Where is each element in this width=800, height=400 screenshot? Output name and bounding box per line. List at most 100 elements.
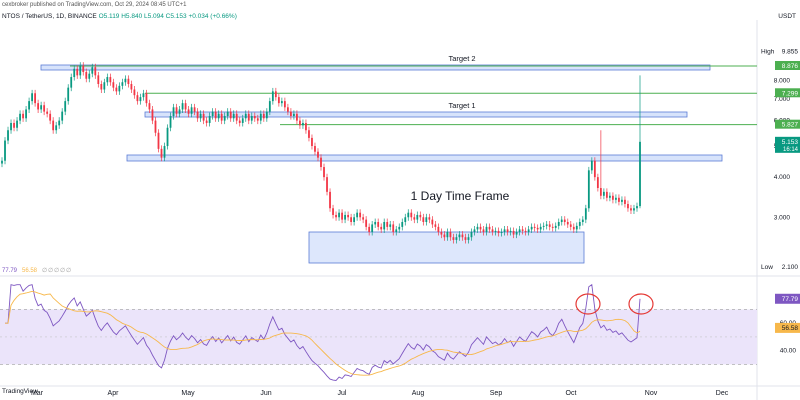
high-value: 9.855 <box>782 48 799 55</box>
candle-body <box>605 191 608 198</box>
candle-body <box>190 107 193 114</box>
candle-body <box>347 214 349 218</box>
tradingview-logo[interactable]: TradingView <box>2 388 38 395</box>
target-2-zone <box>40 64 711 71</box>
rsi-header-ma: 56.58 <box>22 268 38 274</box>
candle-body <box>305 122 307 131</box>
candle-body <box>527 229 530 232</box>
candle-body <box>16 120 18 128</box>
candle-body <box>22 113 24 119</box>
price-tag <box>775 119 800 129</box>
candle-body <box>154 120 157 133</box>
symbol-info: NTOS / TetherUS, 1D, BINANCE O5.119 H5.8… <box>2 13 237 20</box>
ohlc-values: O5.119 H5.840 L5.094 C5.153 +0.034 (+0.6… <box>98 13 237 20</box>
candle-body <box>443 234 446 238</box>
candle-body <box>160 148 163 158</box>
price-tag-value: 5.153 <box>782 139 799 146</box>
candle-body <box>326 177 328 192</box>
candle-body <box>500 231 503 233</box>
candle-body <box>214 111 217 119</box>
candle-body <box>55 125 58 131</box>
publisher-note: cexbroker published on TradingView.com, … <box>2 2 187 8</box>
candle-body <box>392 224 395 232</box>
candle-body <box>341 212 343 220</box>
candle-body <box>145 93 148 104</box>
time-tick-label: Nov <box>645 390 658 397</box>
candle-body <box>524 230 527 232</box>
candle-body <box>461 234 464 238</box>
candle-body <box>530 226 533 230</box>
candle-body <box>314 146 316 152</box>
candle-body <box>578 221 581 226</box>
candle-body <box>244 113 247 119</box>
candle-body <box>187 109 190 114</box>
candle-body <box>163 146 166 158</box>
candle-body <box>602 191 605 196</box>
candle-body <box>569 224 572 227</box>
candle-body <box>521 229 524 231</box>
candle-body <box>494 230 497 232</box>
candle-body <box>515 231 518 235</box>
candle-body <box>329 191 331 209</box>
candle-body <box>184 103 187 110</box>
candle-body <box>479 226 482 230</box>
symbol-name[interactable]: NTOS / TetherUS, 1D, BINANCE <box>2 13 97 20</box>
candle-body <box>13 122 15 128</box>
price-tick-label: 4.000 <box>774 174 791 181</box>
candle-body <box>398 226 401 230</box>
high-label: High <box>761 48 775 55</box>
candle-body <box>274 91 277 98</box>
candle-body <box>139 97 142 102</box>
candle-body <box>61 111 64 121</box>
candle-body <box>58 120 61 126</box>
candle-body <box>19 113 21 121</box>
price-tag <box>775 61 800 70</box>
candle-body <box>464 237 467 240</box>
price-tag <box>775 136 800 153</box>
candle-body <box>280 101 283 104</box>
candle-body <box>407 212 410 218</box>
candle-body <box>229 111 232 119</box>
candle-body <box>283 101 286 108</box>
candle-body <box>560 219 563 222</box>
candle-body <box>97 75 100 85</box>
candle-body <box>172 107 175 117</box>
candle-body <box>422 217 425 222</box>
candle-body <box>485 226 488 232</box>
candle-body <box>633 208 635 211</box>
candle-body <box>599 188 602 196</box>
candle-body <box>91 67 94 74</box>
candle-body <box>446 231 449 238</box>
candle-body <box>458 234 461 238</box>
time-tick-label: Jul <box>338 390 347 397</box>
candle-body <box>542 225 545 227</box>
target-2-label: Target 2 <box>448 54 475 63</box>
candle-body <box>572 226 575 230</box>
candle-body <box>265 111 268 119</box>
candle-body <box>566 221 569 225</box>
price-tag-countdown: 16:14 <box>783 147 799 153</box>
candle-body <box>115 87 118 92</box>
candle-body <box>338 212 340 218</box>
candle-body <box>365 219 368 227</box>
rsi-ma-tag-text: 56.58 <box>782 325 799 332</box>
candle-body <box>389 224 392 227</box>
candle-body <box>241 118 244 123</box>
candle-body <box>467 237 470 240</box>
candle-body <box>368 226 371 232</box>
candle-body <box>10 122 12 131</box>
price-tick-label: 8.000 <box>774 77 791 84</box>
candle-body <box>359 212 362 218</box>
timeframe-annotation: 1 Day Time Frame <box>411 189 510 203</box>
price-tick-label: 3.000 <box>774 214 791 221</box>
candle-body <box>286 107 289 112</box>
low-label: Low <box>761 264 773 271</box>
candle-body <box>380 226 383 230</box>
candle-body <box>100 84 103 90</box>
candle-body <box>317 151 319 158</box>
time-tick-label: Sep <box>490 390 503 397</box>
high-tag-bg <box>759 46 800 57</box>
candle-body <box>630 208 632 211</box>
candle-body <box>503 229 506 232</box>
